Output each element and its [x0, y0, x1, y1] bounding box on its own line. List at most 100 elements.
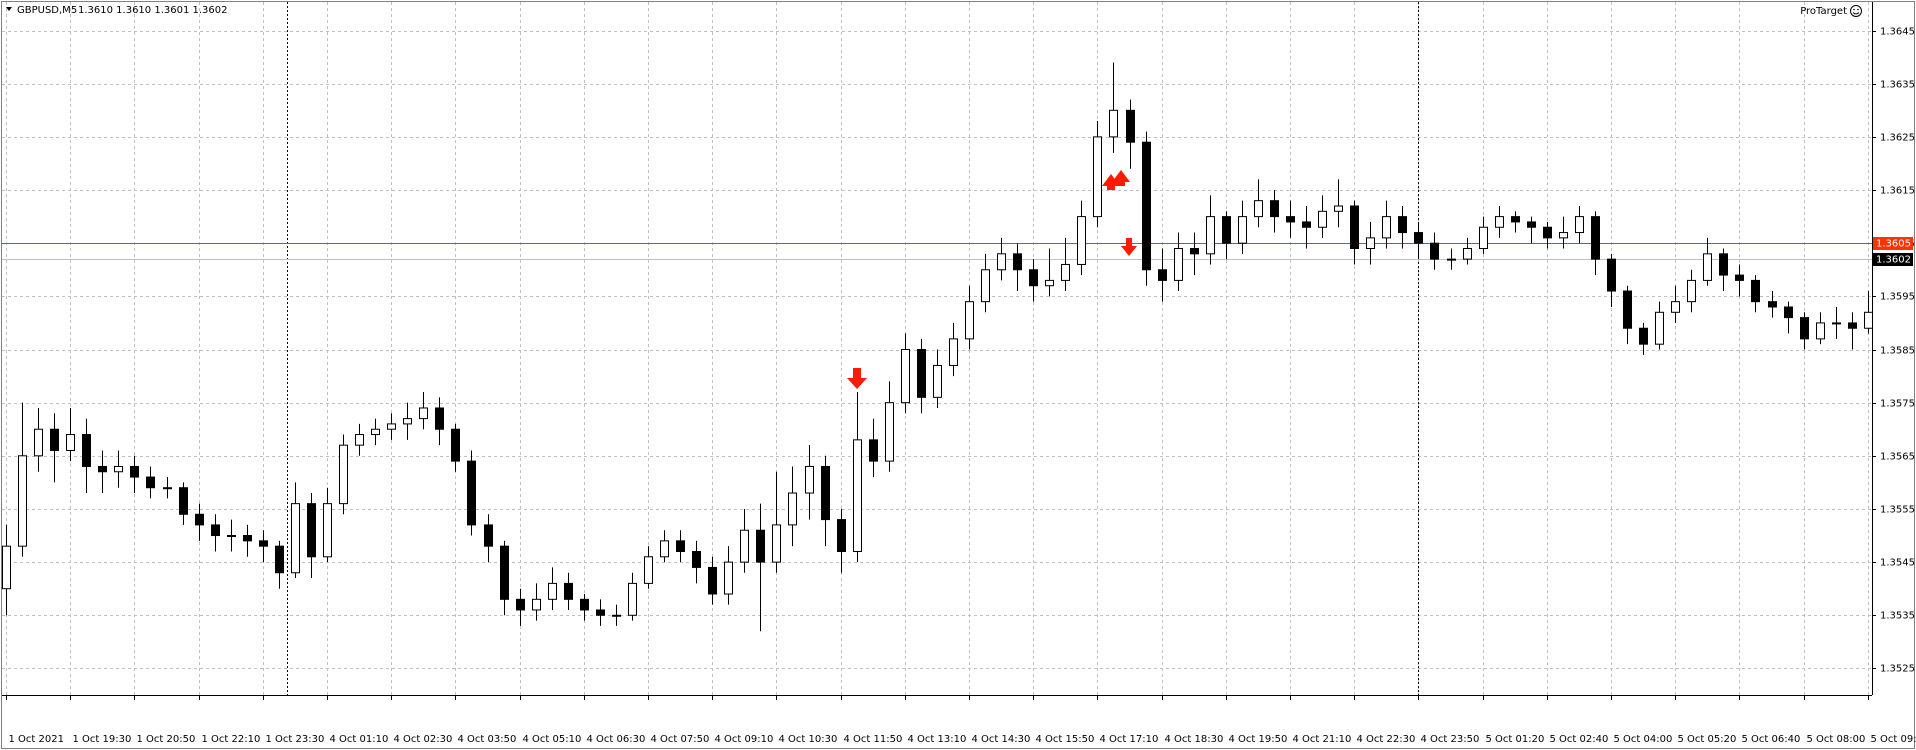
candle-body: [981, 269, 990, 303]
labels: 1.3525 1.3535 1.3545 1.3555 1.3565 1.3575 1.35…: [6, 27, 1916, 745]
candle-body: [1655, 311, 1664, 345]
candle-body: [1286, 216, 1295, 223]
candle-body: [114, 465, 123, 473]
quote: 1.3610 1.3610 1.3601 1.3602: [78, 5, 228, 16]
price-lines: [2, 243, 1872, 260]
y-tick-label: 1.3645: [1880, 27, 1915, 38]
candle-body: [1447, 258, 1456, 261]
candle-body: [933, 364, 942, 398]
candle-body: [997, 253, 1006, 271]
x-tick-label: 4 Oct 14:30: [972, 734, 1031, 745]
candle-body: [195, 513, 204, 526]
candle-body: [1768, 301, 1777, 308]
candle-body: [451, 428, 460, 462]
candle-body: [98, 465, 107, 473]
candle-body: [34, 428, 43, 457]
candle-body: [1045, 279, 1054, 287]
candle-body: [580, 598, 589, 611]
candle-body: [1751, 279, 1760, 303]
candle-body: [146, 476, 155, 489]
candle-body: [130, 465, 139, 478]
x-tick-label: 5 Oct 04:00: [1614, 734, 1673, 745]
x-tick-label: 5 Oct 09:20: [1871, 734, 1916, 745]
candle-body: [1366, 237, 1375, 250]
candle-body: [1126, 109, 1135, 143]
candle-body: [339, 444, 348, 505]
x-tick-label: 1 Oct 19:30: [73, 734, 132, 745]
x-tick-label: 4 Oct 01:10: [330, 734, 389, 745]
x-tick-label: 4 Oct 07:50: [651, 734, 710, 745]
candle-body: [949, 338, 958, 366]
candle-body: [1671, 301, 1680, 313]
y-tick-label: 1.3565: [1880, 452, 1915, 463]
candle-body: [1109, 109, 1118, 138]
symbol-title: GBPUSD,M5: [17, 5, 77, 16]
price-label-box: [1873, 237, 1913, 250]
candle-body: [484, 524, 493, 547]
candle-body: [1222, 216, 1231, 244]
x-tick-label: 5 Oct 06:40: [1742, 734, 1801, 745]
candle-body: [275, 545, 284, 574]
candle-body: [1575, 216, 1584, 234]
x-tick-label: 1 Oct 20:50: [137, 734, 196, 745]
candle-body: [1511, 216, 1520, 223]
candle-body: [756, 529, 765, 563]
y-tick-label: 1.3555: [1880, 505, 1915, 516]
candle-body: [1334, 205, 1343, 212]
candle-body: [259, 540, 268, 547]
y-tick-label: 1.3575: [1880, 399, 1915, 410]
candle-body: [1158, 269, 1167, 281]
candle-body: [323, 503, 332, 558]
candle-body: [211, 524, 220, 537]
sell-arrow: [847, 368, 867, 389]
candle-body: [1190, 248, 1199, 255]
candle-body: [1029, 269, 1038, 287]
candle-body: [1607, 258, 1616, 292]
candles: [2, 62, 1873, 632]
x-tick-label: 4 Oct 22:30: [1357, 734, 1416, 745]
candle-body: [1238, 216, 1247, 244]
candle-body: [1398, 216, 1407, 234]
candle-body: [837, 519, 846, 552]
candle-body: [628, 582, 637, 616]
candle-body: [772, 524, 781, 563]
candle-body: [1093, 136, 1102, 218]
x-tick-label: 4 Oct 11:50: [844, 734, 903, 745]
candle-body: [1864, 311, 1873, 329]
y-tick-label: 1.3525: [1880, 664, 1915, 675]
candle-body: [1077, 216, 1086, 265]
symbol-menu-icon[interactable]: [6, 7, 12, 11]
candle-body: [1013, 253, 1022, 271]
candle-body: [1142, 141, 1151, 271]
x-tick-label: 4 Oct 06:30: [587, 734, 646, 745]
candle-body: [1174, 248, 1183, 281]
candle-body: [82, 434, 91, 467]
candle-body: [355, 434, 364, 446]
y-tick-label: 1.3595: [1880, 292, 1915, 303]
candle-body: [1318, 210, 1327, 228]
candle-body: [1687, 279, 1696, 303]
x-tick-label: 4 Oct 02:30: [394, 734, 453, 745]
y-tick-label: 1.3635: [1880, 80, 1915, 91]
candle-body: [243, 535, 252, 542]
candle-body: [660, 540, 669, 558]
buy-arrow: [1102, 174, 1120, 190]
x-tick-label: 4 Oct 03:50: [458, 734, 517, 745]
candle-body: [612, 614, 621, 617]
x-tick-label: 4 Oct 21:10: [1293, 734, 1352, 745]
candle-body: [901, 349, 910, 404]
x-tick-label: 1 Oct 2021: [9, 734, 64, 745]
candle-body: [227, 535, 236, 538]
candle-body: [467, 460, 476, 526]
x-tick-label: 4 Oct 13:10: [908, 734, 967, 745]
candle-body: [1832, 322, 1841, 325]
y-tick-label: 1.3615: [1880, 186, 1915, 197]
candle-body: [1848, 322, 1857, 329]
x-tick-label: 4 Oct 23:50: [1421, 734, 1480, 745]
x-tick-label: 1 Oct 22:10: [202, 734, 261, 745]
y-tick-label: 1.3535: [1880, 611, 1915, 622]
candle-body: [1430, 242, 1439, 260]
candle-body: [821, 465, 830, 521]
candle-body: [885, 402, 894, 462]
candle-body: [1543, 226, 1552, 239]
